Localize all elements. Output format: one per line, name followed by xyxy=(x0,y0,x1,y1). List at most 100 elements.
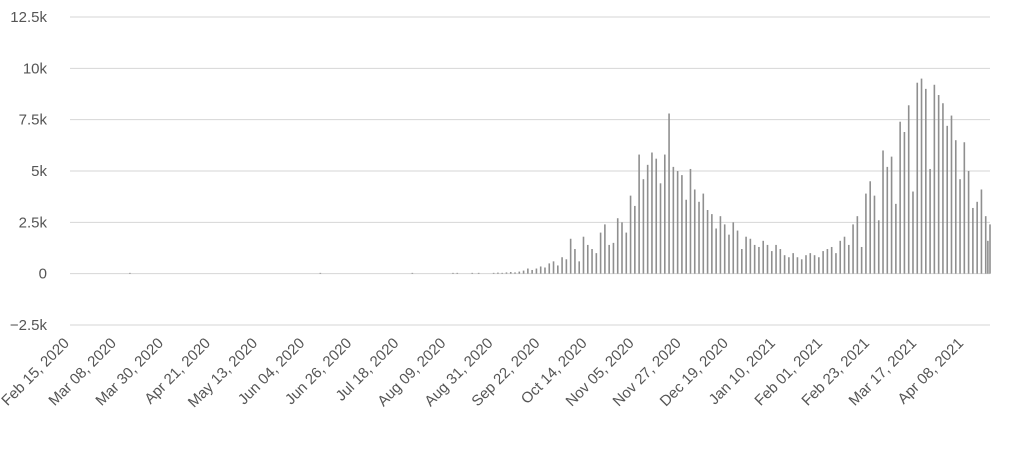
bar xyxy=(980,189,983,274)
y-tick-label: 0 xyxy=(39,266,47,283)
bar xyxy=(501,272,503,274)
y-tick-label: 2.5k xyxy=(19,214,48,231)
bar xyxy=(456,272,459,274)
bar xyxy=(753,244,756,274)
bar xyxy=(882,150,884,274)
bar xyxy=(972,207,974,274)
bar xyxy=(860,246,863,274)
bar xyxy=(822,251,824,274)
bar xyxy=(509,272,512,274)
y-tick-label: 5k xyxy=(31,163,47,180)
bar xyxy=(672,166,675,274)
y-tick-label: 7.5k xyxy=(19,112,48,129)
bar xyxy=(531,269,533,274)
bar xyxy=(843,236,846,274)
bar xyxy=(471,272,474,274)
bar xyxy=(608,244,610,274)
bar xyxy=(886,166,889,274)
bar xyxy=(963,142,966,274)
bar xyxy=(514,272,516,274)
bar xyxy=(689,168,692,274)
y-axis-ticks: 12.5k 10k 7.5k 5k 2.5k 0 −2.5k xyxy=(10,9,48,334)
bar xyxy=(557,265,559,274)
bar xyxy=(865,193,867,274)
bar xyxy=(933,84,936,274)
bar xyxy=(711,214,713,274)
bar xyxy=(984,216,987,274)
bar xyxy=(518,271,521,274)
bar xyxy=(942,103,944,274)
bar xyxy=(561,257,563,274)
bar xyxy=(702,193,705,274)
bar xyxy=(907,105,910,274)
bar xyxy=(411,272,414,274)
bar xyxy=(796,257,799,274)
bar xyxy=(741,249,743,274)
bar xyxy=(548,263,551,274)
bar xyxy=(544,267,546,274)
bar xyxy=(625,232,628,274)
bar xyxy=(638,154,640,274)
bar xyxy=(920,78,923,274)
bar xyxy=(890,156,893,274)
y-tick-label: 10k xyxy=(23,60,48,77)
bar xyxy=(869,181,871,274)
bar xyxy=(651,152,653,274)
bar xyxy=(783,255,786,274)
bar xyxy=(663,154,666,274)
bar xyxy=(877,220,880,274)
y-tick-label: −2.5k xyxy=(10,317,48,334)
bar xyxy=(792,253,794,274)
bar xyxy=(826,249,829,274)
bar xyxy=(492,272,495,274)
bar xyxy=(950,115,953,274)
bar xyxy=(685,199,687,274)
bar xyxy=(452,272,454,274)
bar xyxy=(659,183,662,274)
bar xyxy=(805,255,807,274)
bar xyxy=(477,272,480,274)
bars xyxy=(129,78,991,274)
bar xyxy=(954,140,957,274)
bar xyxy=(830,246,833,274)
bar xyxy=(586,244,589,274)
bar xyxy=(565,259,568,274)
bar xyxy=(770,251,773,274)
bar xyxy=(604,224,606,274)
bar xyxy=(505,272,508,274)
bar xyxy=(745,236,747,274)
bar xyxy=(766,244,769,274)
bar xyxy=(788,257,790,274)
bar xyxy=(569,238,572,274)
bar xyxy=(895,203,897,274)
bar xyxy=(800,259,803,274)
bar xyxy=(989,224,991,274)
bar xyxy=(758,246,760,274)
bar xyxy=(937,95,940,274)
bar xyxy=(676,171,679,274)
bar xyxy=(552,261,555,274)
bar xyxy=(946,125,949,274)
bar xyxy=(681,175,683,274)
bar xyxy=(698,201,700,274)
bar xyxy=(621,222,623,274)
bar xyxy=(775,244,777,274)
bar xyxy=(535,268,538,274)
bar xyxy=(719,216,722,274)
bar xyxy=(706,210,709,274)
bar xyxy=(668,113,670,274)
bar xyxy=(835,253,837,274)
bar xyxy=(629,195,632,274)
bar xyxy=(976,201,978,274)
bar xyxy=(723,224,726,274)
bar xyxy=(959,179,961,274)
bar xyxy=(818,257,820,274)
bar xyxy=(634,205,636,274)
bar xyxy=(539,266,542,274)
gridlines xyxy=(70,16,990,326)
bar xyxy=(813,255,816,274)
bar xyxy=(967,171,970,274)
bar xyxy=(616,218,619,274)
bar xyxy=(779,249,782,274)
bar xyxy=(839,240,842,274)
